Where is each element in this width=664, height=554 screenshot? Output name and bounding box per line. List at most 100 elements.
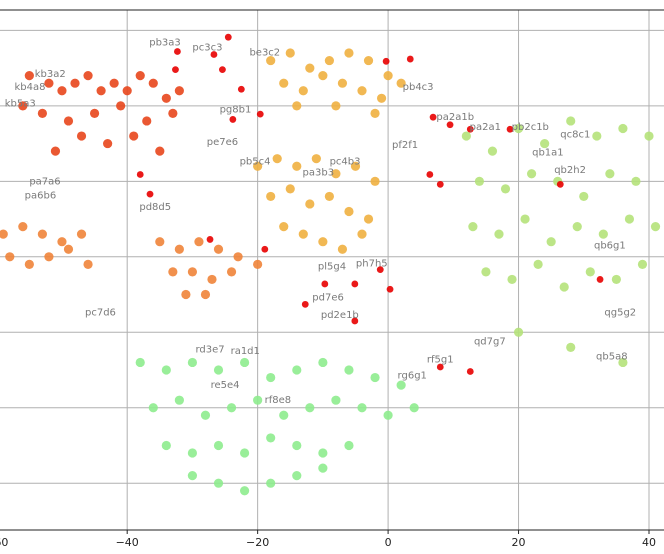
point bbox=[279, 222, 289, 232]
point bbox=[506, 125, 514, 133]
point bbox=[224, 33, 232, 41]
point-label: pa2a1 bbox=[470, 122, 501, 133]
point bbox=[168, 108, 178, 118]
point bbox=[344, 365, 354, 375]
point bbox=[261, 245, 269, 253]
point bbox=[187, 448, 198, 458]
point bbox=[44, 252, 54, 262]
point bbox=[172, 66, 179, 74]
point bbox=[292, 161, 302, 171]
point bbox=[226, 403, 237, 413]
point-label: qb6g1 bbox=[594, 240, 626, 251]
point-label: pg8b1 bbox=[220, 105, 252, 116]
point bbox=[618, 357, 628, 368]
point-label: qb2h2 bbox=[554, 165, 586, 176]
point-label: qb5a8 bbox=[596, 351, 628, 362]
point-label: pe7e6 bbox=[207, 137, 238, 148]
point bbox=[206, 236, 214, 243]
point bbox=[129, 131, 139, 141]
point bbox=[436, 180, 444, 188]
point bbox=[598, 229, 608, 239]
point bbox=[533, 259, 543, 269]
point bbox=[161, 365, 171, 375]
point-label: pd7e6 bbox=[312, 293, 344, 304]
point bbox=[135, 357, 145, 368]
point bbox=[70, 78, 80, 88]
point bbox=[592, 131, 602, 141]
point bbox=[44, 78, 54, 88]
x-tick-label: −60 bbox=[0, 536, 8, 549]
point-label: pa6b6 bbox=[25, 191, 57, 202]
point bbox=[631, 176, 641, 186]
point bbox=[386, 285, 394, 293]
point bbox=[213, 244, 224, 254]
point bbox=[357, 229, 367, 239]
point-label: qb1a1 bbox=[532, 148, 564, 159]
point bbox=[213, 440, 224, 451]
point bbox=[318, 463, 328, 473]
point bbox=[305, 63, 315, 73]
point bbox=[383, 410, 393, 420]
point bbox=[376, 266, 384, 274]
point bbox=[546, 237, 556, 247]
point-label: pc4b3 bbox=[330, 157, 361, 168]
point bbox=[513, 123, 524, 134]
point bbox=[466, 368, 474, 375]
point bbox=[566, 342, 576, 352]
point bbox=[83, 259, 93, 269]
point-label: pf2f1 bbox=[392, 140, 418, 151]
point-label: pb4c3 bbox=[403, 82, 434, 93]
point-label: pa7a6 bbox=[29, 176, 60, 187]
point bbox=[513, 327, 524, 337]
point-label: pd8d5 bbox=[139, 202, 171, 213]
point bbox=[474, 176, 485, 186]
point bbox=[146, 190, 154, 198]
point-label: pa3b3 bbox=[303, 167, 335, 178]
point bbox=[57, 86, 67, 96]
point bbox=[337, 78, 348, 88]
point bbox=[194, 237, 204, 247]
point bbox=[213, 478, 224, 488]
point-label: pb3a3 bbox=[149, 37, 181, 48]
point bbox=[363, 55, 374, 66]
point bbox=[174, 86, 184, 96]
point bbox=[187, 357, 198, 368]
point bbox=[556, 180, 564, 188]
point bbox=[96, 86, 106, 96]
point bbox=[520, 214, 530, 224]
point bbox=[507, 274, 517, 285]
x-tick-label: 20 bbox=[512, 536, 526, 549]
point bbox=[301, 300, 309, 308]
point bbox=[461, 131, 471, 141]
point bbox=[350, 161, 361, 171]
point bbox=[585, 267, 595, 277]
point-label: be3c2 bbox=[249, 47, 280, 58]
point-label: ph7h5 bbox=[356, 259, 388, 270]
point bbox=[272, 154, 282, 164]
point bbox=[318, 357, 328, 368]
point-label: kb3a2 bbox=[35, 69, 66, 80]
point-label: pc7d6 bbox=[85, 308, 116, 319]
point bbox=[181, 289, 191, 300]
point bbox=[253, 395, 263, 405]
point bbox=[526, 169, 537, 179]
point bbox=[76, 229, 87, 239]
x-tick-label: 0 bbox=[385, 536, 392, 549]
point bbox=[213, 365, 224, 375]
point bbox=[650, 222, 661, 232]
point bbox=[18, 101, 28, 111]
point bbox=[5, 252, 15, 262]
point bbox=[324, 55, 334, 66]
point bbox=[266, 478, 276, 488]
point bbox=[618, 123, 628, 134]
point bbox=[161, 93, 171, 103]
point bbox=[370, 372, 380, 383]
point bbox=[76, 131, 87, 141]
x-tick-label: −40 bbox=[116, 536, 139, 549]
x-tick-label: −20 bbox=[246, 536, 269, 549]
point bbox=[624, 214, 635, 224]
point bbox=[596, 276, 604, 283]
point bbox=[321, 280, 329, 288]
point bbox=[279, 410, 289, 420]
